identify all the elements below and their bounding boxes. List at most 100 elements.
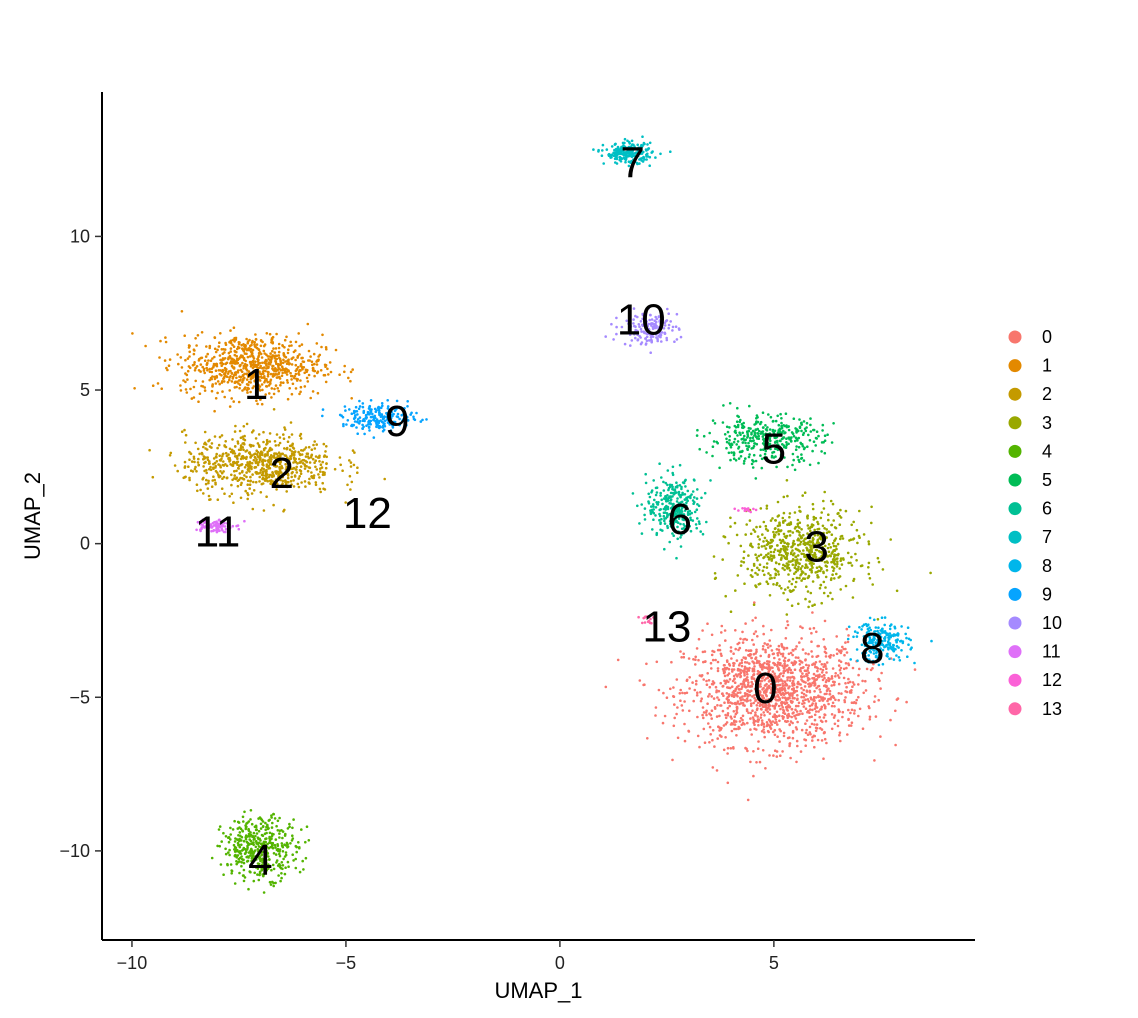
data-point (273, 351, 277, 354)
data-point (633, 147, 636, 151)
data-point (219, 863, 223, 866)
data-point (726, 746, 730, 750)
data-point (220, 361, 223, 364)
data-point (253, 360, 257, 364)
data-point (242, 437, 245, 441)
data-point (227, 851, 230, 854)
data-point (801, 565, 804, 568)
data-point (767, 718, 771, 721)
data-point (809, 548, 812, 551)
data-point (277, 365, 280, 369)
data-point (299, 465, 303, 468)
data-point (242, 367, 245, 370)
data-point (261, 825, 265, 828)
data-point (735, 443, 738, 446)
data-point (805, 728, 808, 732)
data-point (180, 366, 184, 369)
data-point (243, 876, 247, 879)
data-point (836, 674, 840, 677)
data-point (857, 673, 860, 677)
data-point (237, 834, 240, 837)
data-point (772, 661, 775, 665)
data-point (286, 845, 290, 848)
data-point (269, 378, 273, 382)
data-point (815, 706, 819, 709)
data-point (697, 637, 701, 641)
data-point (730, 451, 733, 454)
data-point (341, 469, 344, 473)
data-point (844, 509, 848, 513)
data-point (313, 369, 317, 373)
data-point (801, 433, 805, 437)
data-point (824, 680, 828, 684)
data-point (719, 681, 722, 685)
data-point (780, 437, 784, 441)
data-point (746, 567, 749, 571)
data-point (727, 442, 731, 445)
data-point (842, 667, 846, 671)
data-point (766, 432, 770, 436)
data-point (242, 820, 245, 823)
data-point (714, 658, 717, 662)
data-point (216, 446, 219, 450)
data-point (767, 684, 771, 688)
data-point (255, 832, 259, 835)
data-point (809, 417, 812, 420)
data-point (781, 652, 785, 656)
data-point (272, 392, 276, 396)
data-point (777, 514, 781, 517)
data-point (770, 688, 773, 692)
data-point (296, 378, 300, 381)
data-point (248, 360, 252, 364)
data-point (256, 360, 260, 363)
data-point (750, 680, 753, 684)
data-point (324, 466, 328, 470)
data-point (274, 444, 278, 447)
data-point (737, 648, 740, 652)
data-point (744, 622, 747, 625)
data-point (228, 848, 231, 852)
data-point (813, 718, 817, 722)
data-point (259, 817, 263, 821)
data-point (767, 680, 771, 683)
data-point (325, 347, 328, 351)
data-point (666, 526, 669, 530)
data-point (612, 151, 615, 155)
data-point (788, 744, 791, 748)
data-point (768, 437, 772, 441)
data-point (681, 691, 684, 695)
data-point (650, 489, 654, 492)
data-point (302, 458, 306, 462)
data-point (273, 369, 276, 373)
data-point (786, 668, 790, 672)
data-point (830, 552, 834, 555)
data-point (771, 420, 775, 423)
data-point (237, 400, 241, 404)
data-point (720, 631, 723, 634)
data-point (754, 616, 757, 620)
data-point (734, 647, 737, 651)
data-point (831, 667, 835, 670)
data-point (271, 367, 274, 370)
data-point (785, 552, 788, 556)
data-point (269, 473, 273, 477)
data-point (746, 447, 749, 451)
data-point (710, 709, 714, 712)
data-point (744, 438, 747, 442)
data-point (767, 572, 770, 575)
data-point (163, 359, 167, 362)
cluster-points-5 (695, 402, 835, 480)
data-point (683, 700, 686, 703)
data-point (263, 843, 267, 846)
data-point (325, 462, 328, 466)
data-point (838, 567, 841, 570)
data-point (713, 572, 717, 575)
data-point (292, 453, 295, 457)
data-point (235, 385, 238, 389)
data-point (809, 732, 812, 736)
data-point (267, 464, 271, 468)
data-point (301, 366, 304, 370)
data-point (743, 661, 747, 664)
data-point (743, 694, 747, 698)
data-point (638, 162, 641, 165)
